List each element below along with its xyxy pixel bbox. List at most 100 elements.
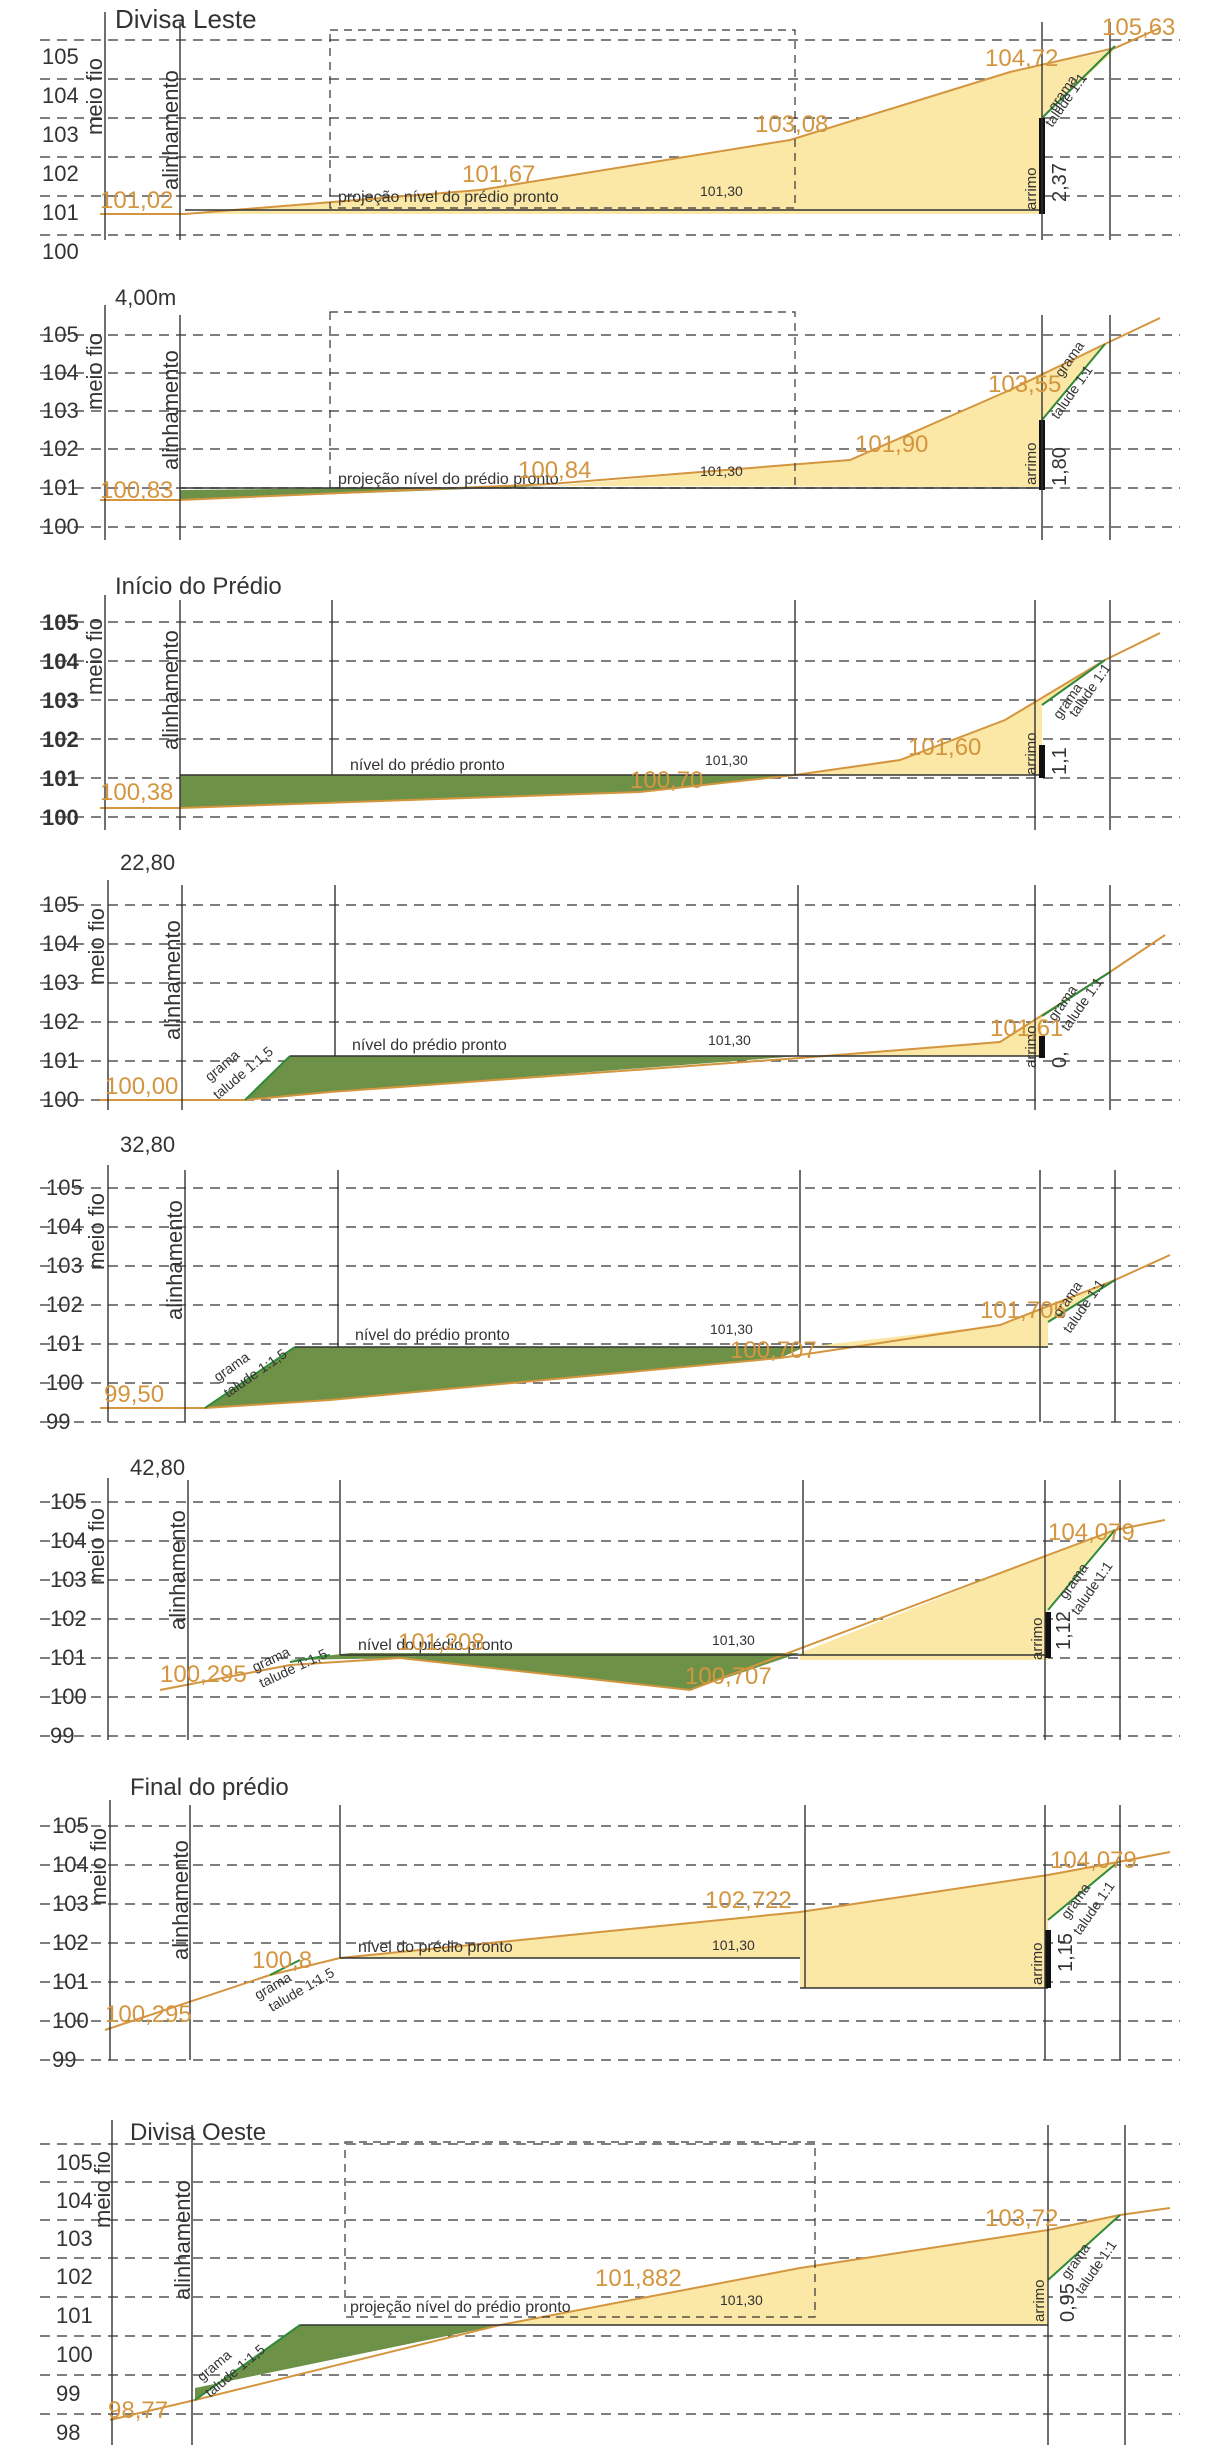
alinhamento-label: alinhamento <box>158 630 183 750</box>
arrimo-label: arrimo <box>1031 2279 1048 2322</box>
meio-fio-label: meio fio <box>84 908 109 985</box>
alinhamento-label: alinhamento <box>158 70 183 190</box>
level-102: 102 <box>52 1930 89 1955</box>
cut-area <box>805 1280 1115 1347</box>
building-label: nível do prédio pronto <box>350 757 505 774</box>
slope-line <box>1041 45 1116 119</box>
alinhamento-label: alinhamento <box>168 1840 193 1960</box>
building-projection <box>329 29 796 209</box>
meio-fio-label: meio fio <box>90 2151 115 2228</box>
terrain-value: 101,02 <box>100 187 173 214</box>
level-104: 104 <box>42 649 79 674</box>
terrain-value: 101,705 <box>980 1297 1067 1324</box>
level-104: 104 <box>56 2188 93 2213</box>
level-101: 101 <box>50 1645 87 1670</box>
fill-area <box>180 775 795 808</box>
building-level: 101,30 <box>712 1632 755 1648</box>
alinhamento-label: alinhamento <box>158 350 183 470</box>
level-100: 100 <box>42 514 79 539</box>
section-divisa-leste: Divisa Leste 105 104 103 102 101 100 mei… <box>40 4 1180 264</box>
cut-area <box>800 1530 1115 1660</box>
terrain-value: 104,079 <box>1050 1847 1137 1874</box>
section-title: 32,80 <box>120 1132 175 1157</box>
slope-line-left <box>269 1959 301 1976</box>
arrimo-label: arrimo <box>1023 1025 1040 1068</box>
section-title: Divisa Leste <box>115 4 257 34</box>
level-102: 102 <box>46 1292 83 1317</box>
level-100: 100 <box>42 805 79 830</box>
alinhamento-label: alinhamento <box>165 1510 190 1630</box>
building-level: 101,30 <box>708 1032 751 1048</box>
slope-line-left <box>204 1346 296 1409</box>
building-label: nível do prédio pronto <box>358 1939 513 1956</box>
terrain-value: 100,707 <box>730 1337 817 1364</box>
arrimo-label: arrimo <box>1023 442 1040 485</box>
terrain-value: 104,72 <box>985 45 1058 72</box>
fill-area <box>205 1347 805 1408</box>
meio-fio-label: meio fio <box>82 618 107 695</box>
building-projection <box>329 311 796 489</box>
building-label: nível do prédio pronto <box>352 1037 507 1054</box>
section-inicio-do-predio: Início do Prédio 105 104 103 102 101 100… <box>40 573 1180 830</box>
level-100: 100 <box>50 1684 87 1709</box>
level-104: 104 <box>52 1852 89 1877</box>
terrain-value: 101,61 <box>990 1015 1063 1042</box>
fill-area <box>400 1653 800 1690</box>
section-title: Divisa Oeste <box>130 2119 266 2146</box>
level-105: 105 <box>42 322 79 347</box>
level-103: 103 <box>50 1567 87 1592</box>
level-100: 100 <box>56 2342 93 2367</box>
level-104: 104 <box>42 931 79 956</box>
cut-area <box>500 2215 1120 2325</box>
building-level: 101,30 <box>712 1937 755 1953</box>
level-100: 100 <box>42 1087 79 1112</box>
fill-area <box>245 1056 800 1100</box>
level-103: 103 <box>56 2226 93 2251</box>
meio-fio-label: meio fio <box>84 1193 109 1270</box>
arrimo-label: arrimo <box>1029 1617 1046 1660</box>
level-99: 99 <box>52 2047 76 2072</box>
level-101: 101 <box>56 2303 93 2328</box>
level-100: 100 <box>42 239 79 264</box>
meio-fio-label: meio fio <box>86 1828 111 1905</box>
slope-line <box>1041 343 1106 421</box>
terrain-value: 101,882 <box>595 2265 682 2292</box>
terrain-value: 100,295 <box>160 1661 247 1688</box>
level-102: 102 <box>42 436 79 461</box>
level-104: 104 <box>46 1214 83 1239</box>
section-32-80: 32,80 105 104 103 102 101 100 99 meio fi… <box>40 1132 1180 1434</box>
section-22-80: 22,80 105 104 103 102 101 100 meio fio a… <box>40 850 1180 1112</box>
level-101: 101 <box>42 1048 79 1073</box>
terrain-value: 104,079 <box>1048 1519 1135 1546</box>
section-title: 22,80 <box>120 850 175 875</box>
slope-line <box>1041 971 1111 1017</box>
wall-height: 2,37 <box>1049 163 1071 202</box>
fill-area <box>195 2325 500 2400</box>
cut-area <box>185 50 1115 214</box>
terrain-value: 100,8 <box>252 1947 312 1974</box>
level-102: 102 <box>50 1606 87 1631</box>
wall-height: 0,95 <box>1057 2283 1079 2322</box>
wall-height: 1,80 <box>1049 447 1071 486</box>
level-gridlines <box>40 1187 1180 1423</box>
level-103: 103 <box>46 1253 83 1278</box>
section-title: Final do prédio <box>130 1774 289 1801</box>
terrain-profile <box>100 632 1161 809</box>
alinhamento-label: alinhamento <box>162 1200 187 1320</box>
terrain-value: 102,722 <box>705 1887 792 1914</box>
section-title: 4,00m <box>115 285 176 310</box>
terrain-value: 100,00 <box>105 1073 178 1100</box>
section-final-do-predio: Final do prédio 105 104 103 102 101 100 … <box>40 1774 1180 2072</box>
cut-area <box>830 972 1110 1056</box>
cut-area <box>550 344 1105 487</box>
terrain-value: 100,707 <box>685 1663 772 1690</box>
level-101: 101 <box>42 200 79 225</box>
terrain-value: 103,55 <box>988 371 1061 398</box>
terrain-value: 101,67 <box>462 161 535 188</box>
level-102: 102 <box>42 161 79 186</box>
level-101: 101 <box>52 1969 89 1994</box>
section-divisa-oeste: Divisa Oeste 105 104 103 102 101 100 99 … <box>40 2119 1180 2445</box>
terrain-value: 101,208 <box>398 1629 485 1656</box>
level-105: 105 <box>56 2150 93 2175</box>
building-label: nível do prédio pronto <box>358 1637 513 1654</box>
